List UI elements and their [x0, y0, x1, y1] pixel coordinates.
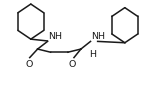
Text: NH: NH: [91, 31, 105, 40]
Text: O: O: [69, 60, 76, 69]
Text: H: H: [89, 50, 96, 59]
Text: O: O: [26, 60, 33, 69]
Text: NH: NH: [48, 31, 62, 40]
